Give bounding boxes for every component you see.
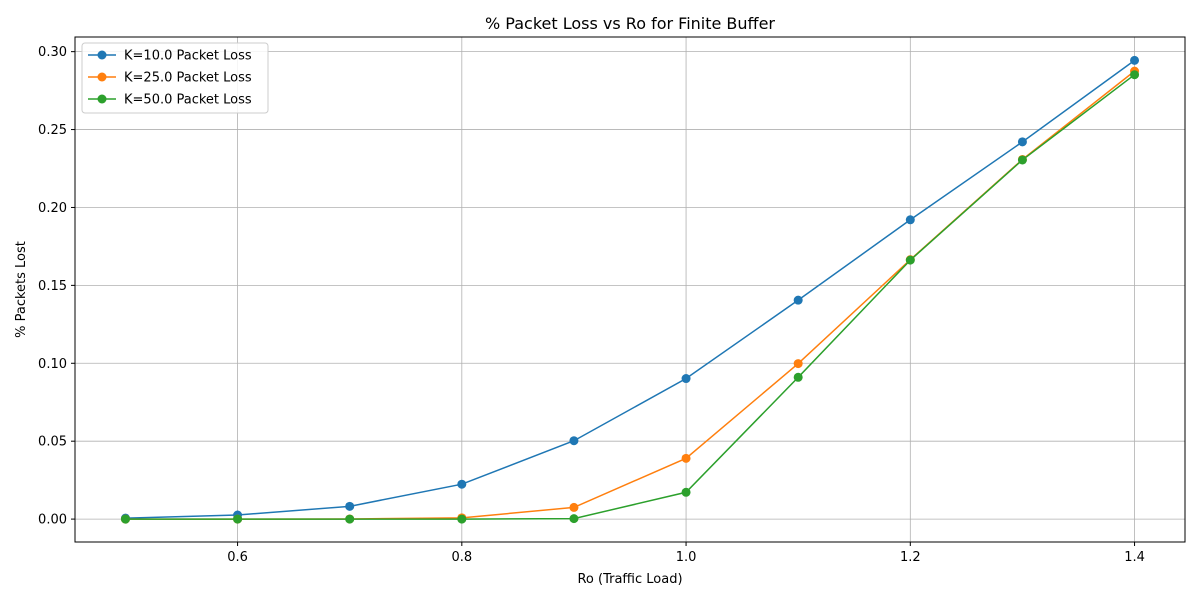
data-point — [793, 295, 803, 305]
chart-title: % Packet Loss vs Ro for Finite Buffer — [485, 14, 775, 33]
data-point — [120, 514, 130, 524]
data-point — [569, 514, 579, 524]
y-axis-label: % Packets Lost — [14, 241, 29, 338]
legend-item: K=25.0 Packet Loss — [88, 71, 252, 86]
legend-swatch-marker — [97, 50, 107, 60]
data-point — [793, 372, 803, 382]
legend-item: K=10.0 Packet Loss — [88, 49, 252, 64]
legend-box — [81, 42, 269, 114]
x-tick-label: 0.6 — [227, 550, 248, 565]
legend-swatch-marker — [97, 94, 107, 104]
data-point — [345, 514, 355, 524]
data-point — [681, 453, 691, 463]
data-point — [457, 514, 467, 524]
series-line — [125, 59, 1135, 519]
data-point — [233, 514, 243, 524]
plot-series — [120, 55, 1140, 524]
series-line — [125, 74, 1136, 520]
y-tick-label: 0.25 — [38, 123, 67, 138]
data-point — [569, 436, 579, 446]
y-tick-label: 0.10 — [38, 357, 67, 372]
x-axis-ticks: 0.6 0.8 1.0 1.2 1.4 — [227, 542, 1145, 565]
data-point — [1017, 155, 1027, 165]
y-tick-label: 0.00 — [38, 513, 67, 528]
data-point — [345, 501, 355, 511]
legend-label: K=25.0 Packet Loss — [124, 71, 252, 86]
x-tick-label: 0.8 — [451, 550, 472, 565]
series-line — [125, 70, 1136, 520]
data-point — [569, 502, 579, 512]
y-tick-label: 0.05 — [38, 435, 67, 450]
series-k1 — [120, 66, 1140, 524]
legend-label: K=10.0 Packet Loss — [124, 49, 252, 64]
data-point — [1130, 70, 1140, 80]
x-tick-label: 1.0 — [676, 550, 697, 565]
x-tick-label: 1.4 — [1124, 550, 1145, 565]
data-point — [1017, 137, 1027, 147]
y-axis-ticks: 0.00 0.05 0.10 0.15 0.20 0.25 0.30 — [38, 45, 75, 528]
data-point — [1130, 55, 1140, 65]
y-tick-label: 0.15 — [38, 279, 67, 294]
data-point — [681, 374, 691, 384]
x-tick-label: 1.2 — [900, 550, 921, 565]
data-point — [905, 255, 915, 265]
data-point — [681, 487, 691, 497]
legend: K=10.0 Packet Loss K=25.0 Packet Loss K=50… — [81, 42, 269, 114]
y-tick-label: 0.30 — [38, 45, 67, 60]
data-point — [793, 359, 803, 369]
legend-item: K=50.0 Packet Loss — [88, 93, 252, 108]
y-tick-label: 0.20 — [38, 201, 67, 216]
data-point — [905, 215, 915, 225]
data-point — [457, 479, 467, 489]
x-axis-label: Ro (Traffic Load) — [577, 572, 682, 587]
legend-swatch-marker — [97, 72, 107, 82]
legend-label: K=50.0 Packet Loss — [124, 93, 252, 108]
series-k2 — [120, 70, 1140, 524]
plot-frame — [74, 36, 1186, 543]
series-k0 — [120, 55, 1140, 523]
